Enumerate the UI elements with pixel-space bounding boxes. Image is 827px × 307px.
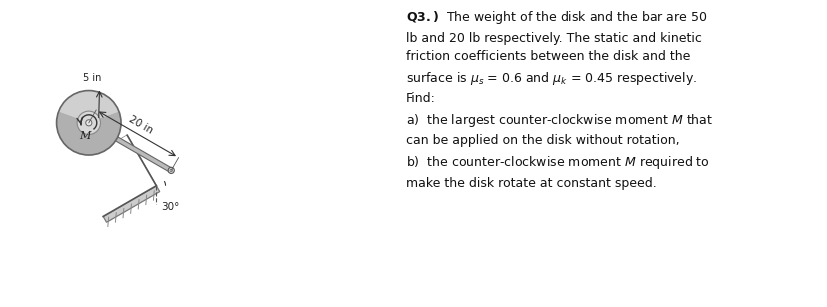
Text: M: M xyxy=(79,131,91,141)
Polygon shape xyxy=(88,121,172,172)
Polygon shape xyxy=(74,135,156,216)
Polygon shape xyxy=(103,186,160,222)
Circle shape xyxy=(168,167,174,173)
Text: 20 in: 20 in xyxy=(127,114,155,136)
Text: 30°: 30° xyxy=(160,202,179,212)
Text: 5 in: 5 in xyxy=(83,73,101,83)
Text: $\mathbf{Q3.)}$  The weight of the disk and the bar are 50
lb and 20 lb respecti: $\mathbf{Q3.)}$ The weight of the disk a… xyxy=(405,9,712,189)
Polygon shape xyxy=(122,135,156,189)
Circle shape xyxy=(170,169,172,172)
Circle shape xyxy=(56,91,121,155)
Wedge shape xyxy=(59,91,119,123)
Circle shape xyxy=(86,120,92,126)
Circle shape xyxy=(77,111,100,134)
Wedge shape xyxy=(56,112,121,155)
